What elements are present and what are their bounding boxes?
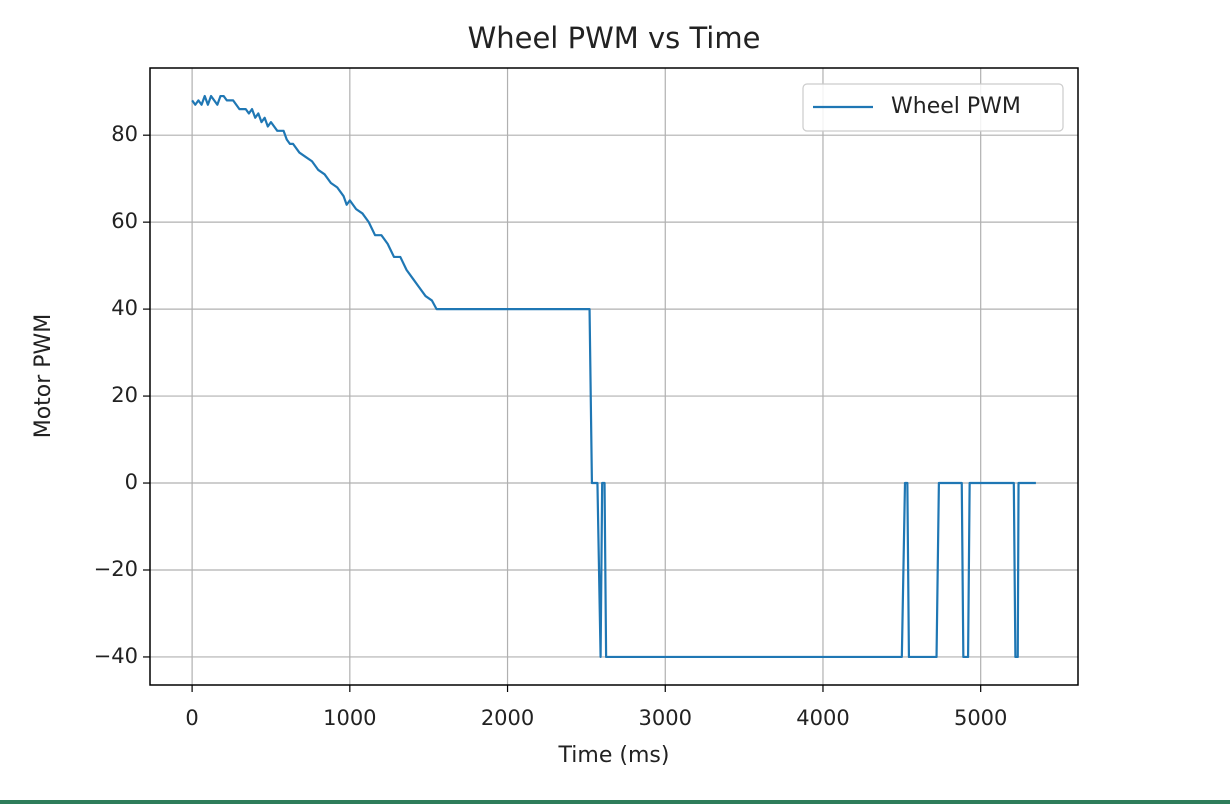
x-tick-label: 2000 xyxy=(481,706,534,730)
y-tick-label: 80 xyxy=(111,122,138,146)
y-tick-label: 40 xyxy=(111,296,138,320)
legend-label: Wheel PWM xyxy=(891,94,1021,119)
y-tick-label: −20 xyxy=(94,557,138,581)
legend: Wheel PWM xyxy=(802,83,1064,132)
grid xyxy=(150,68,1078,685)
x-tick-label: 3000 xyxy=(639,706,692,730)
x-tick-label: 5000 xyxy=(954,706,1007,730)
bottom-border xyxy=(0,800,1230,804)
axes-frame xyxy=(149,67,1079,686)
x-tick-label: 1000 xyxy=(323,706,376,730)
chart-title: Wheel PWM vs Time xyxy=(468,21,761,55)
x-tick-label: 0 xyxy=(185,706,198,730)
y-tick-label: 0 xyxy=(125,470,138,494)
y-tick-label: −40 xyxy=(94,644,138,668)
y-axis-label: Motor PWM xyxy=(31,314,56,439)
y-tick-label: 20 xyxy=(111,383,138,407)
data-line xyxy=(191,94,1036,659)
legend-box xyxy=(802,83,1064,132)
x-tick-label: 4000 xyxy=(796,706,849,730)
y-tick-label: 60 xyxy=(111,209,138,233)
plot xyxy=(191,94,1036,659)
x-axis-label: Time (ms) xyxy=(558,743,670,768)
